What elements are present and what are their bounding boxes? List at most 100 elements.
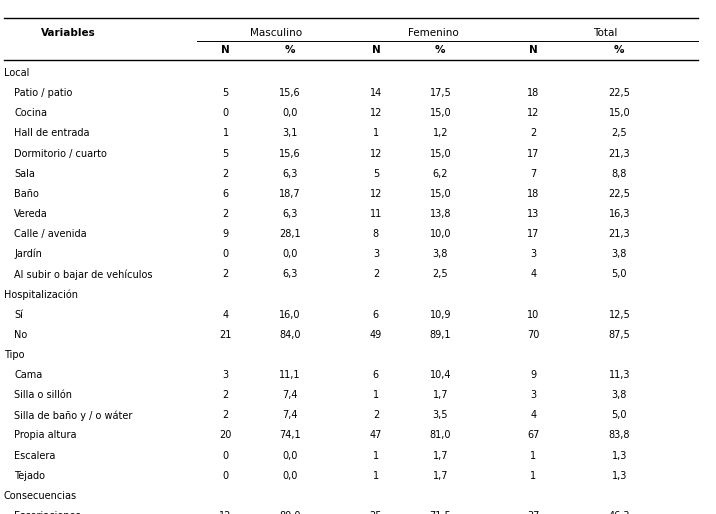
Text: 15,0: 15,0 xyxy=(430,149,451,158)
Text: Cama: Cama xyxy=(14,370,42,380)
Text: 28,1: 28,1 xyxy=(279,229,301,239)
Text: 1,2: 1,2 xyxy=(432,128,448,138)
Text: 3,5: 3,5 xyxy=(432,410,448,420)
Text: 74,1: 74,1 xyxy=(279,430,301,440)
Text: Hall de entrada: Hall de entrada xyxy=(14,128,90,138)
Text: 2: 2 xyxy=(223,410,228,420)
Text: Patio / patio: Patio / patio xyxy=(14,88,73,98)
Text: 20: 20 xyxy=(219,430,232,440)
Text: Tejado: Tejado xyxy=(14,471,45,481)
Text: 3,8: 3,8 xyxy=(432,249,448,259)
Text: 1,3: 1,3 xyxy=(611,451,627,461)
Text: 0: 0 xyxy=(223,108,228,118)
Text: 15,0: 15,0 xyxy=(430,189,451,199)
Text: 2: 2 xyxy=(223,269,228,279)
Text: 25: 25 xyxy=(369,511,382,514)
Text: 12: 12 xyxy=(369,149,382,158)
Text: 11: 11 xyxy=(369,209,382,219)
Text: N: N xyxy=(529,45,538,55)
Text: 1,7: 1,7 xyxy=(432,451,448,461)
Text: 7: 7 xyxy=(531,169,536,179)
Text: 17: 17 xyxy=(527,149,540,158)
Text: 2: 2 xyxy=(223,169,228,179)
Text: Escoriaciones: Escoriaciones xyxy=(14,511,81,514)
Text: 6: 6 xyxy=(373,309,379,320)
Text: %: % xyxy=(285,45,295,55)
Text: 0: 0 xyxy=(223,451,228,461)
Text: Variables: Variables xyxy=(41,28,95,38)
Text: Masculino: Masculino xyxy=(250,28,301,38)
Text: 37: 37 xyxy=(527,511,540,514)
Text: 0,0: 0,0 xyxy=(282,108,298,118)
Text: 21,3: 21,3 xyxy=(609,229,630,239)
Text: 12: 12 xyxy=(369,189,382,199)
Text: 2,5: 2,5 xyxy=(432,269,448,279)
Text: 6: 6 xyxy=(373,370,379,380)
Text: 47: 47 xyxy=(369,430,382,440)
Text: 2: 2 xyxy=(223,390,228,400)
Text: 3: 3 xyxy=(531,249,536,259)
Text: 2,5: 2,5 xyxy=(611,128,627,138)
Text: 11,1: 11,1 xyxy=(279,370,301,380)
Text: 1: 1 xyxy=(531,471,536,481)
Text: N: N xyxy=(372,45,380,55)
Text: 6,3: 6,3 xyxy=(282,209,298,219)
Text: 84,0: 84,0 xyxy=(279,330,301,340)
Text: 4: 4 xyxy=(531,269,536,279)
Text: 10: 10 xyxy=(527,309,540,320)
Text: 71,5: 71,5 xyxy=(430,511,451,514)
Text: 7,4: 7,4 xyxy=(282,410,298,420)
Text: 5: 5 xyxy=(223,88,228,98)
Text: 16,3: 16,3 xyxy=(609,209,630,219)
Text: Calle / avenida: Calle / avenida xyxy=(14,229,87,239)
Text: 12: 12 xyxy=(369,108,382,118)
Text: 17,5: 17,5 xyxy=(430,88,451,98)
Text: N: N xyxy=(221,45,230,55)
Text: Escalera: Escalera xyxy=(14,451,56,461)
Text: 1: 1 xyxy=(531,451,536,461)
Text: 8: 8 xyxy=(373,229,379,239)
Text: 0: 0 xyxy=(223,471,228,481)
Text: 1: 1 xyxy=(223,128,228,138)
Text: Al subir o bajar de vehículos: Al subir o bajar de vehículos xyxy=(14,269,153,280)
Text: 21: 21 xyxy=(219,330,232,340)
Text: 10,4: 10,4 xyxy=(430,370,451,380)
Text: 67: 67 xyxy=(527,430,540,440)
Text: 10,0: 10,0 xyxy=(430,229,451,239)
Text: 87,5: 87,5 xyxy=(609,330,630,340)
Text: 3: 3 xyxy=(223,370,228,380)
Text: %: % xyxy=(614,45,624,55)
Text: 3,8: 3,8 xyxy=(611,390,627,400)
Text: 46,3: 46,3 xyxy=(609,511,630,514)
Text: 0,0: 0,0 xyxy=(282,451,298,461)
Text: 15,0: 15,0 xyxy=(430,108,451,118)
Text: Femenino: Femenino xyxy=(408,28,458,38)
Text: 1,7: 1,7 xyxy=(432,390,448,400)
Text: Sala: Sala xyxy=(14,169,35,179)
Text: 1,7: 1,7 xyxy=(432,471,448,481)
Text: 18: 18 xyxy=(527,189,540,199)
Text: %: % xyxy=(435,45,445,55)
Text: 70: 70 xyxy=(527,330,540,340)
Text: 13,8: 13,8 xyxy=(430,209,451,219)
Text: 9: 9 xyxy=(531,370,536,380)
Text: 15,6: 15,6 xyxy=(279,88,301,98)
Text: 6,2: 6,2 xyxy=(432,169,448,179)
Text: 4: 4 xyxy=(223,309,228,320)
Text: 12: 12 xyxy=(219,511,232,514)
Text: 16,0: 16,0 xyxy=(279,309,301,320)
Text: 2: 2 xyxy=(531,128,536,138)
Text: Cocina: Cocina xyxy=(14,108,47,118)
Text: 2: 2 xyxy=(373,410,379,420)
Text: 18,7: 18,7 xyxy=(279,189,301,199)
Text: 5: 5 xyxy=(373,169,379,179)
Text: 5,0: 5,0 xyxy=(611,269,627,279)
Text: 12,5: 12,5 xyxy=(609,309,630,320)
Text: 4: 4 xyxy=(531,410,536,420)
Text: Tipo: Tipo xyxy=(4,350,24,360)
Text: 8,8: 8,8 xyxy=(611,169,627,179)
Text: 21,3: 21,3 xyxy=(609,149,630,158)
Text: Hospitalización: Hospitalización xyxy=(4,289,77,300)
Text: 18: 18 xyxy=(527,88,540,98)
Text: 14: 14 xyxy=(369,88,382,98)
